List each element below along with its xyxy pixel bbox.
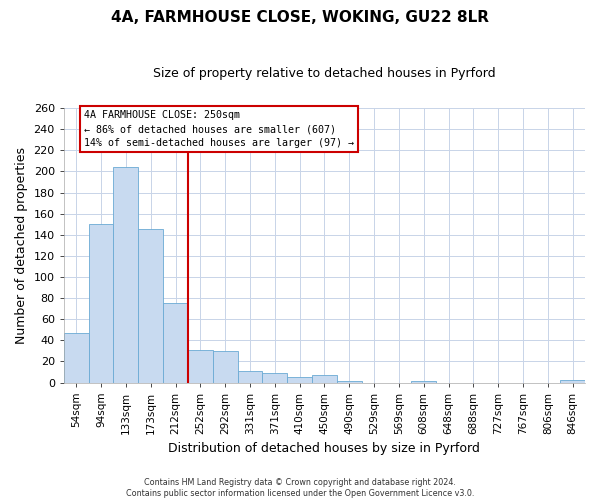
Bar <box>89 224 113 382</box>
Bar <box>213 351 238 382</box>
Bar <box>113 167 138 382</box>
Bar <box>287 377 312 382</box>
Bar <box>560 380 585 382</box>
Bar <box>238 371 262 382</box>
Bar <box>64 333 89 382</box>
Bar <box>138 230 163 382</box>
Text: 4A, FARMHOUSE CLOSE, WOKING, GU22 8LR: 4A, FARMHOUSE CLOSE, WOKING, GU22 8LR <box>111 10 489 25</box>
Y-axis label: Number of detached properties: Number of detached properties <box>15 147 28 344</box>
Bar <box>312 375 337 382</box>
Text: Contains HM Land Registry data © Crown copyright and database right 2024.
Contai: Contains HM Land Registry data © Crown c… <box>126 478 474 498</box>
Title: Size of property relative to detached houses in Pyrford: Size of property relative to detached ho… <box>153 68 496 80</box>
Text: 4A FARMHOUSE CLOSE: 250sqm
← 86% of detached houses are smaller (607)
14% of sem: 4A FARMHOUSE CLOSE: 250sqm ← 86% of deta… <box>83 110 353 148</box>
Bar <box>163 304 188 382</box>
Bar <box>188 350 213 382</box>
X-axis label: Distribution of detached houses by size in Pyrford: Distribution of detached houses by size … <box>169 442 481 455</box>
Bar <box>262 373 287 382</box>
